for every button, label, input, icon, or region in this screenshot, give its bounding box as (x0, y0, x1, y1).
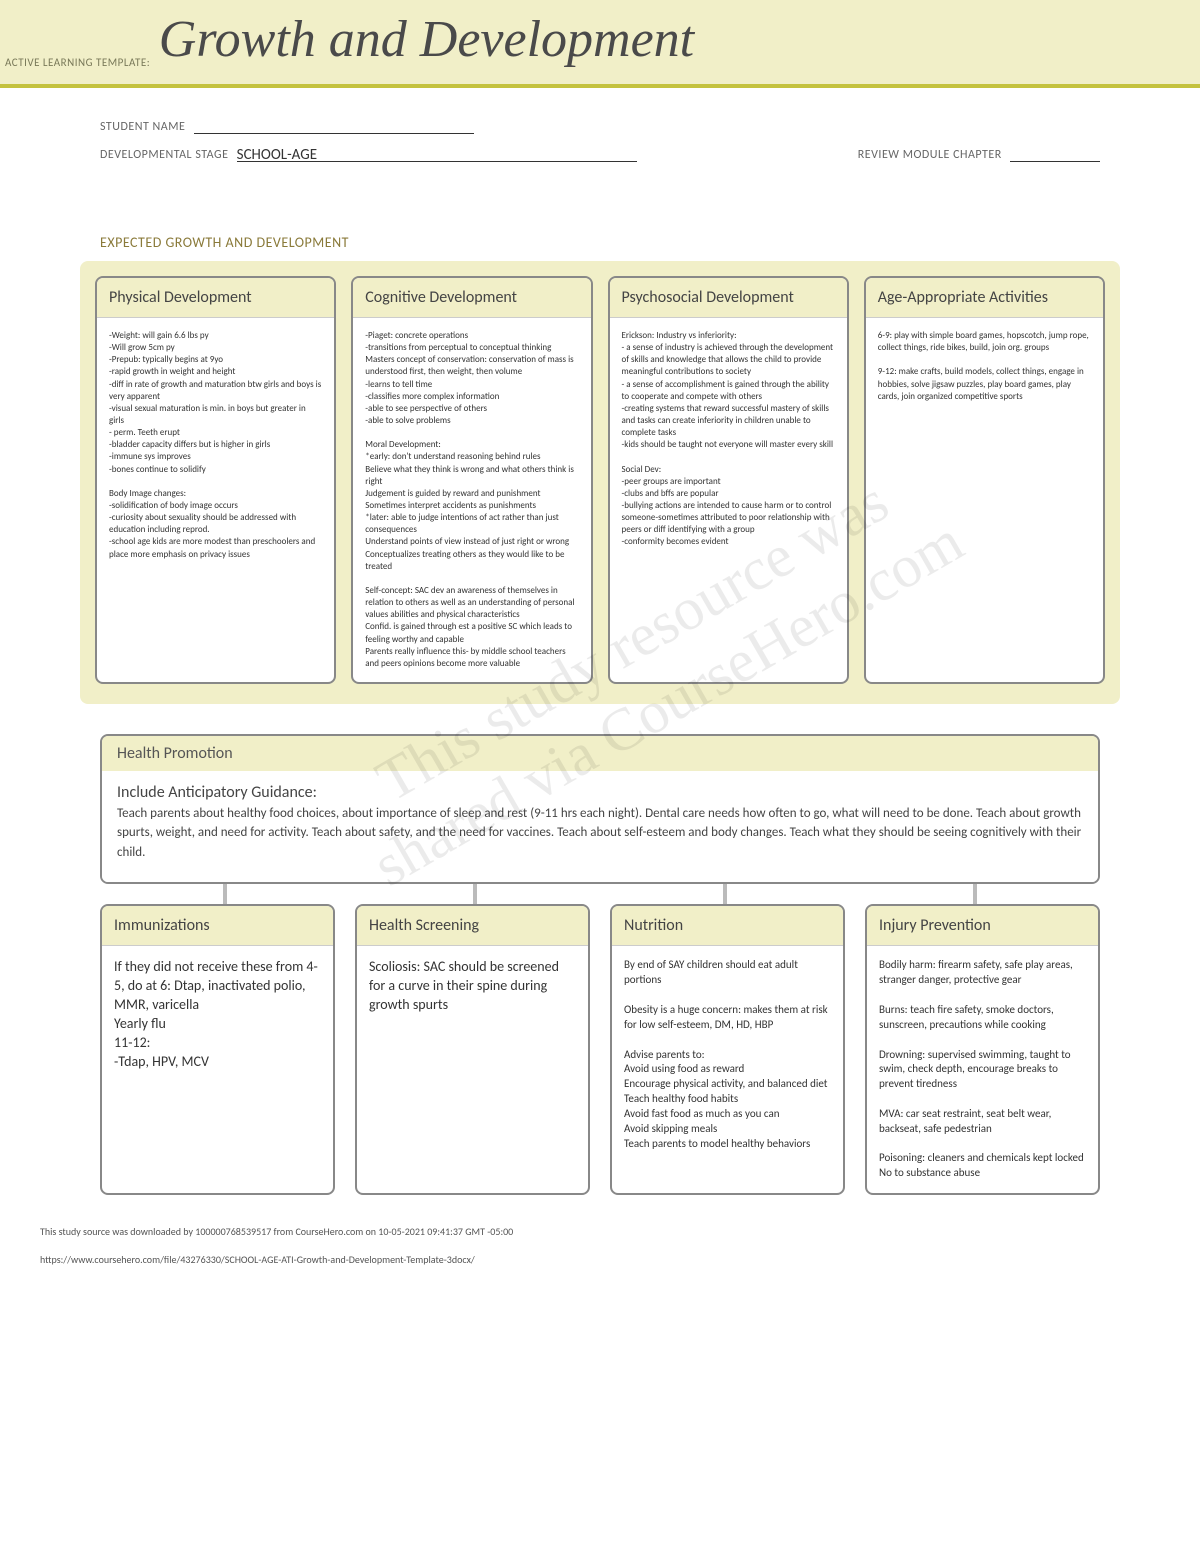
injury-body: Bodily harm: firearm safety, safe play a… (867, 946, 1098, 1193)
nutrition-box: Nutrition By end of SAY children should … (610, 904, 845, 1195)
screening-title: Health Screening (357, 906, 588, 946)
dev-stage-field[interactable]: SCHOOL-AGE (237, 146, 637, 162)
student-name-label: STUDENT NAME (100, 120, 185, 134)
nutrition-body: By end of SAY children should eat adult … (612, 946, 843, 1163)
footer-url: https://www.coursehero.com/file/43276330… (40, 1253, 1200, 1266)
health-section: Health Promotion Include Anticipatory Gu… (100, 734, 1100, 1195)
health-top-box: Health Promotion Include Anticipatory Gu… (100, 734, 1100, 885)
footer-download: This study source was downloaded by 1000… (40, 1225, 1200, 1238)
immunizations-body: If they did not receive these from 4-5, … (102, 946, 333, 1083)
immunizations-box: Immunizations If they did not receive th… (100, 904, 335, 1195)
cognitive-box: Cognitive Development -Piaget: concrete … (351, 276, 592, 684)
health-text: Teach parents about healthy food choices… (117, 804, 1083, 863)
section-title: EXPECTED GROWTH AND DEVELOPMENT (100, 234, 1200, 251)
screening-box: Health Screening Scoliosis: SAC should b… (355, 904, 590, 1195)
dev-stage-label: DEVELOPMENTAL STAGE (100, 148, 228, 162)
cognitive-title: Cognitive Development (353, 278, 590, 318)
header-title: Growth and Development (159, 10, 694, 69)
header-prefix: ACTIVE LEARNING TEMPLATE: (5, 56, 150, 69)
screening-body: Scoliosis: SAC should be screened for a … (357, 946, 588, 1027)
physical-title: Physical Development (97, 278, 334, 318)
cognitive-body: -Piaget: concrete operations -transition… (353, 318, 590, 682)
connectors (100, 884, 1100, 904)
health-sub: Include Anticipatory Guidance: (117, 783, 1083, 802)
header-band: ACTIVE LEARNING TEMPLATE: Growth and Dev… (0, 0, 1200, 88)
psychosocial-title: Psychosocial Development (610, 278, 847, 318)
physical-body: -Weight: will gain 6.6 lbs py -Will grow… (97, 318, 334, 573)
form-area: STUDENT NAME DEVELOPMENTAL STAGE SCHOOL-… (0, 88, 1200, 194)
immunizations-title: Immunizations (102, 906, 333, 946)
activities-title: Age-Appropriate Activities (866, 278, 1103, 318)
injury-title: Injury Prevention (867, 906, 1098, 946)
psychosocial-body: Erickson: Industry vs inferiority: - a s… (610, 318, 847, 561)
physical-box: Physical Development -Weight: will gain … (95, 276, 336, 684)
injury-box: Injury Prevention Bodily harm: firearm s… (865, 904, 1100, 1195)
psychosocial-box: Psychosocial Development Erickson: Indus… (608, 276, 849, 684)
activities-body: 6-9: play with simple board games, hopsc… (866, 318, 1103, 415)
student-name-field[interactable] (194, 118, 474, 134)
health-title: Health Promotion (102, 736, 1098, 771)
review-label: REVIEW MODULE CHAPTER (858, 148, 1002, 162)
review-field[interactable] (1010, 146, 1100, 162)
top-boxes-wrap: Physical Development -Weight: will gain … (80, 261, 1120, 704)
activities-box: Age-Appropriate Activities 6-9: play wit… (864, 276, 1105, 684)
nutrition-title: Nutrition (612, 906, 843, 946)
